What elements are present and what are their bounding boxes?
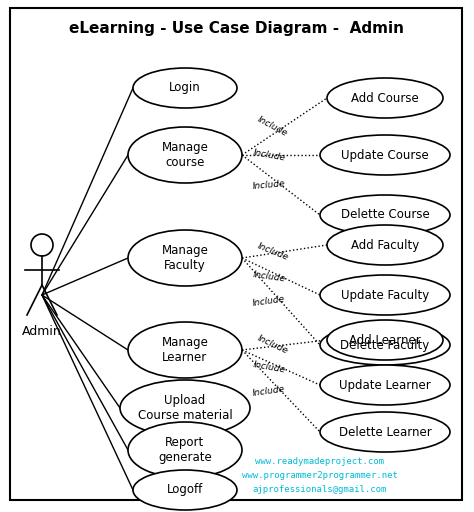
Text: Add Course: Add Course <box>351 92 419 104</box>
Text: Add Faculty: Add Faculty <box>351 239 419 251</box>
Ellipse shape <box>128 422 242 478</box>
Text: Include: Include <box>255 241 290 262</box>
Text: Delette Course: Delette Course <box>341 208 429 222</box>
Text: Include: Include <box>255 334 289 356</box>
Text: Add Learner: Add Learner <box>349 333 421 347</box>
Text: www.programmer2programmer.net: www.programmer2programmer.net <box>242 472 398 480</box>
Ellipse shape <box>128 127 242 183</box>
Text: Delette Learner: Delette Learner <box>338 425 431 438</box>
Ellipse shape <box>320 275 450 315</box>
Text: Manage
Faculty: Manage Faculty <box>162 244 209 272</box>
Ellipse shape <box>320 135 450 175</box>
Text: Report
generate: Report generate <box>158 436 212 464</box>
Text: Include: Include <box>252 179 286 191</box>
Ellipse shape <box>128 230 242 286</box>
Ellipse shape <box>320 365 450 405</box>
Text: Delette Faculty: Delette Faculty <box>340 338 429 352</box>
Ellipse shape <box>327 225 443 265</box>
Text: Update Learner: Update Learner <box>339 378 431 392</box>
Ellipse shape <box>320 412 450 452</box>
Ellipse shape <box>327 320 443 360</box>
Text: Upload
Course material: Upload Course material <box>137 394 232 422</box>
Ellipse shape <box>320 195 450 235</box>
Text: Include: Include <box>252 295 286 308</box>
Text: Login: Login <box>169 81 201 95</box>
Text: Include: Include <box>252 148 286 162</box>
Text: eLearning - Use Case Diagram -  Admin: eLearning - Use Case Diagram - Admin <box>70 20 404 35</box>
Ellipse shape <box>327 78 443 118</box>
Text: Manage
course: Manage course <box>162 141 209 169</box>
Ellipse shape <box>128 322 242 378</box>
Text: Update Course: Update Course <box>341 148 429 161</box>
Ellipse shape <box>120 380 250 436</box>
Ellipse shape <box>133 68 237 108</box>
Text: ajprofessionals@gmail.com: ajprofessionals@gmail.com <box>253 485 387 495</box>
Text: Include: Include <box>252 360 286 375</box>
Circle shape <box>31 234 53 256</box>
Ellipse shape <box>133 470 237 510</box>
Text: Logoff: Logoff <box>167 483 203 497</box>
Text: Update Faculty: Update Faculty <box>341 288 429 302</box>
Ellipse shape <box>320 325 450 365</box>
Text: Include: Include <box>256 115 289 138</box>
Text: Manage
Learner: Manage Learner <box>162 336 209 364</box>
Text: Include: Include <box>252 270 286 283</box>
Text: www.readymadeproject.com: www.readymadeproject.com <box>255 458 384 466</box>
Text: Include: Include <box>252 385 286 398</box>
Text: Admin: Admin <box>22 325 62 338</box>
